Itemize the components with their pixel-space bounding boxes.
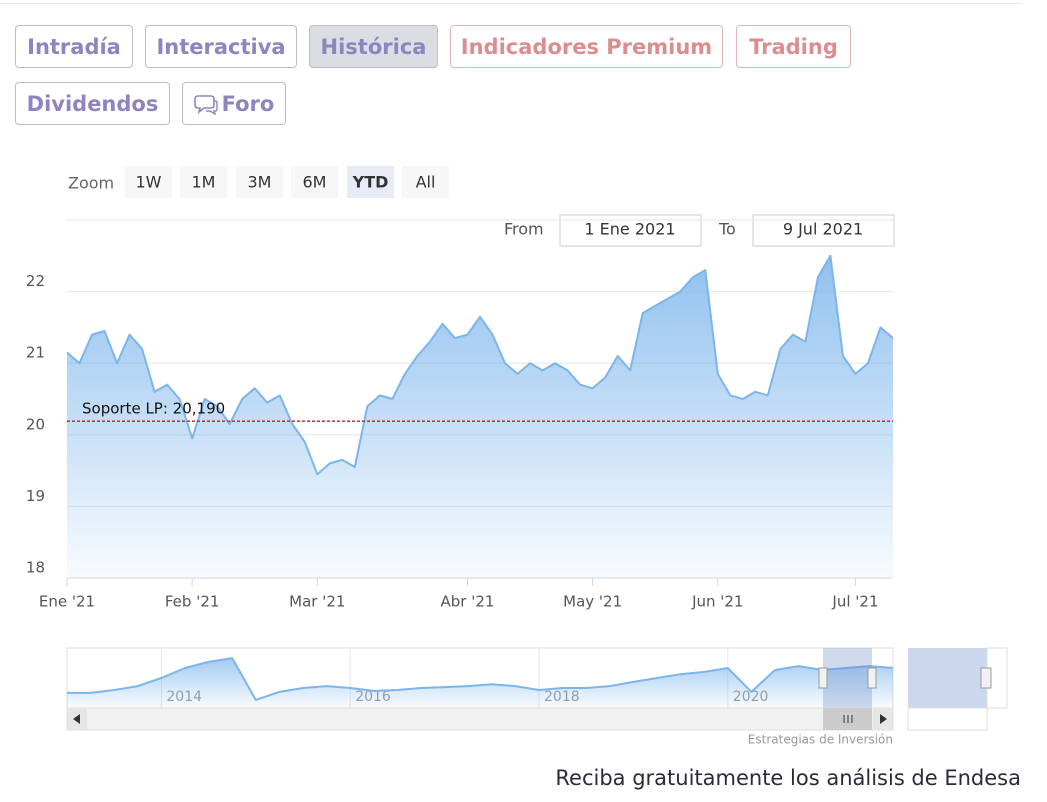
chat-icon — [193, 94, 218, 115]
tab-label[interactable]: Foro — [221, 91, 275, 116]
x-tick-label: Jul '21 — [831, 593, 878, 611]
zoom-button-label[interactable]: YTD — [352, 173, 389, 192]
tab-label[interactable]: Trading — [749, 34, 838, 59]
zoom-button-label[interactable]: 1W — [136, 173, 162, 192]
arrow-left — [73, 714, 80, 724]
navigator-mask-selected — [823, 648, 872, 708]
zoom-button-label[interactable]: 6M — [303, 173, 327, 192]
tab-label[interactable]: Histórica — [320, 34, 427, 59]
zoom-button[interactable] — [180, 166, 227, 198]
y-tick-label: 22 — [26, 272, 45, 290]
x-tick-label: Mar '21 — [289, 593, 345, 611]
y-tick-label: 18 — [26, 559, 45, 577]
thumb-grip — [843, 715, 853, 723]
scrollbar-track[interactable] — [66, 707, 894, 731]
plot-area: 18 19 20 21 22 Ene '21 Feb '21 Mar '21 Abr '21 Ma… — [26, 219, 894, 611]
tab[interactable]: Interactiva — [145, 25, 297, 68]
navigator-handle[interactable] — [867, 667, 877, 689]
tab[interactable]: Intradía — [15, 25, 133, 68]
navigator-extra — [907, 647, 1008, 731]
zoom-button-label[interactable]: 3M — [248, 173, 272, 192]
x-tick-label: Jun '21 — [691, 593, 743, 611]
zoom-button[interactable] — [402, 166, 449, 198]
support-label: Soporte LP: 20,190 — [82, 400, 225, 418]
x-tick-label: Abr '21 — [441, 593, 495, 611]
navigator-handle[interactable] — [818, 667, 828, 689]
tab-label[interactable]: Dividendos — [26, 91, 159, 116]
zoom-button[interactable] — [347, 166, 394, 198]
navigator-panel-bottom — [907, 707, 988, 731]
tab[interactable]: Foro — [182, 82, 286, 125]
zoom-button-label[interactable]: All — [416, 173, 436, 192]
x-tick-label: Feb '21 — [165, 593, 220, 611]
zoom-buttons: 1W 1M 3M 6M YTD All — [125, 166, 449, 198]
from-value[interactable]: 1 Ene 2021 — [584, 220, 675, 239]
tab[interactable]: Dividendos — [15, 82, 170, 125]
y-tick-label: 21 — [26, 344, 45, 362]
navigator-panel — [908, 648, 987, 708]
y-tick-label: 20 — [26, 415, 45, 433]
zoom-label: Zoom — [68, 174, 114, 193]
navigator: 2014201620182020 — [66, 647, 894, 709]
area-fill — [67, 658, 893, 708]
divider — [0, 3, 1022, 4]
tab-label[interactable]: Intradía — [27, 34, 121, 59]
area-fill — [67, 255, 893, 579]
zoom-button[interactable] — [291, 166, 338, 198]
price-line — [66, 254, 894, 476]
zoom-button-label[interactable]: 1M — [192, 173, 216, 192]
tab[interactable]: Trading — [736, 25, 851, 68]
tab-label[interactable]: Interactiva — [156, 34, 286, 59]
footer-text: Reciba gratuitamente los análisis de End… — [555, 766, 1021, 790]
x-tick-label: Ene '21 — [39, 593, 95, 611]
zoom-button[interactable] — [125, 166, 172, 198]
arrow-right — [880, 714, 887, 724]
to-label: To — [718, 220, 736, 239]
navigator-handle[interactable] — [980, 667, 992, 689]
credit: Estrategias de Inversión — [748, 733, 893, 747]
from-label: From — [504, 220, 544, 239]
to-value[interactable]: 9 Jul 2021 — [783, 220, 863, 239]
scrollbar — [66, 707, 894, 731]
tab-label[interactable]: Indicadores Premium — [460, 34, 713, 59]
y-tick-label: 19 — [26, 487, 45, 505]
tab[interactable]: Histórica — [309, 25, 438, 68]
x-tick-label: May '21 — [563, 593, 622, 611]
price-line — [67, 657, 894, 701]
tab[interactable]: Indicadores Premium — [450, 25, 723, 68]
zoom-button[interactable] — [236, 166, 283, 198]
